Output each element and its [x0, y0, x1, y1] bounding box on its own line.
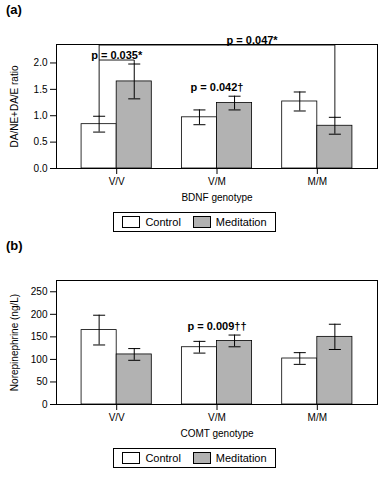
svg-text:M/M: M/M — [308, 176, 327, 187]
svg-text:50: 50 — [36, 376, 48, 387]
svg-text:p = 0.035*: p = 0.035* — [91, 49, 143, 61]
html-text:Control: Control — [145, 452, 181, 464]
svg-text:150: 150 — [31, 331, 48, 342]
svg-text:COMT genotype: COMT genotype — [180, 428, 254, 439]
svg-text:p = 0.047*: p = 0.047* — [226, 34, 278, 46]
svg-text:100: 100 — [31, 354, 48, 365]
svg-text:V/V: V/V — [109, 176, 125, 187]
html-text:Meditation: Meditation — [215, 452, 267, 464]
html-text:(b): (b) — [6, 238, 23, 253]
svg-text:p = 0.009††: p = 0.009†† — [187, 320, 246, 332]
html-text:Meditation: Meditation — [215, 216, 267, 228]
svg-text:250: 250 — [31, 286, 48, 297]
html-text:(a): (a) — [6, 2, 22, 17]
svg-text:V/M: V/M — [208, 412, 226, 423]
svg-text:DA/NE+DA/E ratio: DA/NE+DA/E ratio — [9, 65, 20, 147]
svg-text:Norepinephrine (ng/L): Norepinephrine (ng/L) — [9, 294, 20, 391]
svg-text:1.0: 1.0 — [34, 110, 48, 121]
svg-text:2.0: 2.0 — [34, 57, 48, 68]
svg-text:V/M: V/M — [208, 176, 226, 187]
svg-text:0.0: 0.0 — [34, 163, 48, 174]
svg-text:0.5: 0.5 — [34, 136, 48, 147]
svg-text:M/M: M/M — [308, 412, 327, 423]
svg-text:200: 200 — [31, 309, 48, 320]
svg-text:p = 0.042†: p = 0.042† — [191, 81, 244, 93]
svg-text:BDNF genotype: BDNF genotype — [181, 192, 253, 203]
svg-text:0: 0 — [42, 399, 48, 410]
svg-text:1.5: 1.5 — [34, 84, 48, 95]
html-text:Control: Control — [145, 216, 181, 228]
svg-text:V/V: V/V — [109, 412, 125, 423]
